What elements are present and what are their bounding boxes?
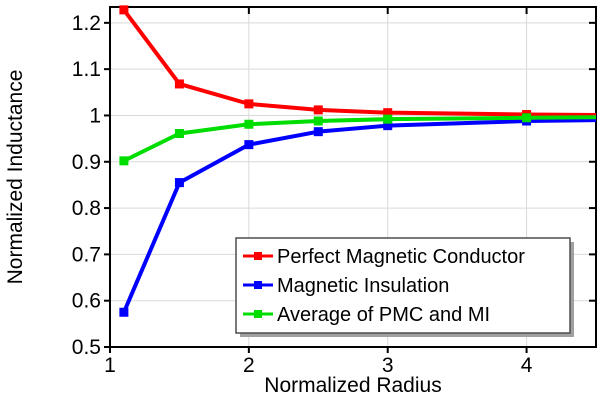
y-tick-label: 1.1: [72, 58, 101, 81]
y-tick-label: 1.2: [72, 12, 101, 35]
series-marker-avg: [244, 119, 254, 129]
x-tick-label: 2: [243, 354, 255, 377]
plot-border: [109, 6, 597, 348]
series-marker-mi: [313, 127, 323, 137]
y-tick-label: 1: [89, 104, 101, 127]
series-marker-avg: [119, 156, 129, 166]
legend-sample-marker-mi: [254, 281, 262, 289]
x-tick-label: 4: [521, 354, 533, 377]
legend-sample-marker-avg: [254, 310, 262, 318]
y-axis-label: Normalized Inductance: [4, 70, 27, 285]
series-marker-pmc: [174, 79, 184, 89]
series-marker-mi: [119, 307, 129, 317]
series-marker-mi: [383, 121, 393, 131]
series-marker-avg: [313, 116, 323, 126]
x-axis-label: Normalized Radius: [264, 374, 441, 397]
legend-label-mi: Magnetic Insulation: [277, 275, 449, 297]
y-tick-label: 0.9: [72, 151, 101, 174]
legend-sample-marker-pmc: [254, 252, 262, 260]
legend-label-avg: Average of PMC and MI: [277, 304, 490, 326]
series-marker-mi: [244, 140, 254, 150]
series-marker-avg: [174, 129, 184, 139]
series-marker-pmc: [119, 5, 129, 15]
series-marker-pmc: [244, 99, 254, 109]
series-marker-mi: [174, 178, 184, 188]
series-marker-avg: [522, 113, 532, 123]
series-marker-pmc: [313, 105, 323, 115]
y-tick-label: 0.7: [72, 243, 101, 266]
legend-box: [235, 237, 571, 334]
series-marker-avg: [383, 114, 393, 124]
y-tick-label: 0.5: [72, 336, 101, 359]
legend-label-pmc: Perfect Magnetic Conductor: [277, 246, 525, 268]
series-marker-pmc: [383, 108, 393, 118]
y-tick-label: 0.8: [72, 197, 101, 220]
x-tick-label: 3: [382, 354, 394, 377]
y-tick-label: 0.6: [72, 290, 101, 313]
x-tick-label: 1: [104, 354, 116, 377]
